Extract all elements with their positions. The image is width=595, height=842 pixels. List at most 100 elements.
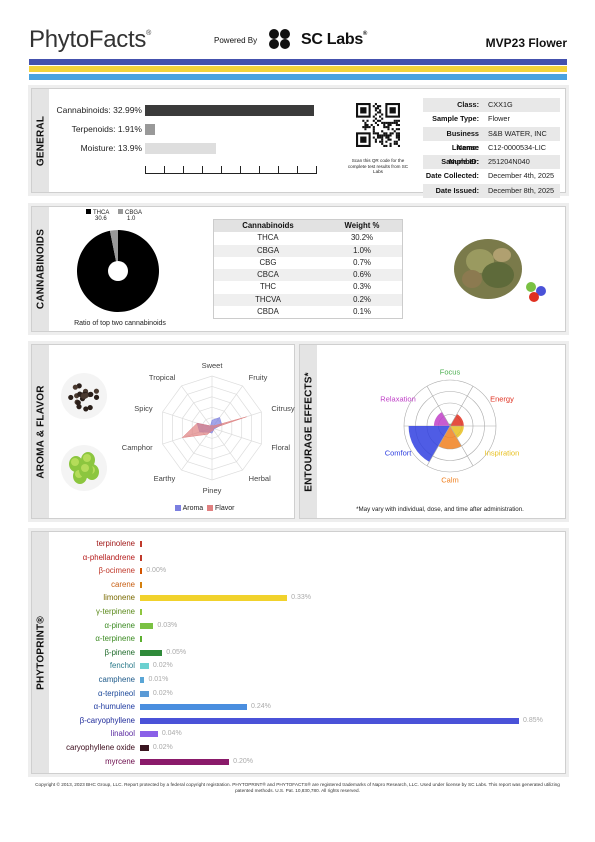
cannabinoid-name: CBCA [257,270,279,280]
terpene-value: 0.33% [291,594,311,602]
polar-wedge-relaxation [433,412,450,426]
metric-bar [145,124,155,135]
general-scale [145,166,317,174]
terpene-bar [140,609,142,615]
terpene-bar [140,649,163,656]
cannabinoid-weight: 1.0% [353,245,371,255]
terpene-bar [140,568,143,575]
terpene-bar [140,636,142,643]
metric-bar [145,143,217,154]
peppercorn-icon [61,373,107,419]
info-key: Sample Type: [432,114,479,124]
radar-axis [181,385,213,429]
polar-wedge-calm [438,426,462,449]
terpene-name: linalool [110,729,135,739]
terpene-bar [140,541,142,547]
polar-label: Relaxation [380,395,415,404]
hops-icon [61,445,107,491]
terpene-value: 0.85% [523,716,543,724]
product-title: MVP23 Flower [485,36,567,50]
report-header: PhytoFacts® Powered By SC Labs® MVP23 Fl… [29,24,567,58]
terpene-bar [140,690,149,697]
polar-label: Focus [440,368,461,377]
terpene-name: α-phellandrene [82,552,135,562]
terpene-bar [140,731,158,738]
radar-series-flavor [181,416,247,438]
terpene-name: fenchol [109,661,135,671]
phytoprint-title: PHYTOPRINT® [32,532,49,773]
radar-axis [181,427,213,471]
cannabinoid-name: CBG [259,257,277,267]
info-row: Date Collected: December 4th, 2025 [423,169,560,183]
column-header: Weight % [344,221,380,230]
cannabinoid-weight: 0.1% [353,307,371,317]
info-row: Business Name: S&B WATER, INC [423,126,560,152]
terpene-value: 0.05% [166,648,187,656]
info-key: Sample ID: [441,157,479,167]
general-title: GENERAL [32,89,49,192]
aroma-panel: AROMA & FLAVOR [28,341,298,522]
info-row: Date Issued: December 8th, 2025 [423,183,560,199]
radar-axis-label: Piney [203,486,222,495]
sc-labs-name: SC Labs® [301,31,368,48]
terpene-value: 0.01% [148,676,169,683]
info-row: Sample ID: 251204N040 [423,155,560,170]
blue-stripe [29,59,567,65]
polar-wedge-comfort [408,426,450,462]
copyright-footer: Copyright © 2013, 2023 BHC Group, LLC. R… [35,782,560,794]
legend-flavor: Flavor [215,505,235,512]
qr-code-icon[interactable] [356,103,400,147]
legend-cbga-value: 1.0 [127,216,136,222]
radar-axis-label: Tropical [149,373,176,382]
column-header: Cannabinoids [242,221,294,230]
radar-legend: Aroma Flavor [175,505,234,512]
scale-tick [316,166,317,173]
radar-axis [211,427,243,471]
info-key: License Number: [449,142,479,167]
terpene-name: α-humulene [93,702,135,712]
polar-label: Inspiration [485,449,520,458]
radar-axis-label: Floral [271,443,290,452]
terpene-value: 0.04% [161,730,182,738]
terpene-bar [140,622,154,629]
cannabinoid-weight: 0.6% [353,270,371,280]
entourage-title: ENTOURAGE EFFECTS* [300,345,317,518]
sample-info-table: Class: CXX1G Sample Type: Flower Business Na… [423,98,560,199]
cannabinoid-table: Cannabinoids Weight % THCA 30.2% CBGA 1.0% CBG… [213,219,403,320]
scale-tick [221,166,222,173]
cannabinoids-title: CANNABINOIDS [32,207,49,331]
legend-thca: THCA [93,210,110,216]
terpene-bar [140,595,288,602]
terpene-name: caryophyllene oxide [66,743,135,752]
terpene-name: β-caryophyllene [79,715,135,725]
scale-tick [297,166,298,173]
polar-wedge-energy [450,414,464,426]
terpene-bar [140,677,145,683]
radar-axis-label: Earthy [154,474,176,483]
aroma-radar-chart: Sweet Fruity Citrusy Floral Herbal Piney Earth… [122,361,295,495]
cannabinoid-name: THC [259,282,277,292]
radar-axis [211,427,262,445]
polar-spoke [426,425,451,466]
entourage-note: *May vary with individual, dose, and tim… [356,506,524,513]
info-row: Class: CXX1G [423,98,560,113]
scale-tick [145,166,146,173]
table-row: THC 0.3% [214,281,402,293]
info-value: S&B WATER, INC [488,128,547,138]
polar-spoke [426,386,451,427]
sc-labs-logo-icon [269,29,290,49]
terpene-name: γ-terpinene [95,607,135,616]
terpene-name: myrcene [105,756,135,766]
cannabinoid-pie-chart [77,230,159,312]
pie-slice-cbga [109,230,118,271]
terpene-bar [140,745,149,751]
cannabinoid-weight: 30.2% [350,233,374,243]
info-key: Business Name: [446,128,479,152]
cannabinoid-name: THCVA [255,294,281,304]
terpene-value: 0.24% [251,703,271,711]
table-header: Cannabinoids Weight % [214,220,402,233]
polar-spoke [449,386,474,427]
radar-axis-label: Herbal [249,474,271,483]
radar-axis-label: Spicy [134,404,153,413]
table-row: CBCA 0.6% [214,269,402,282]
